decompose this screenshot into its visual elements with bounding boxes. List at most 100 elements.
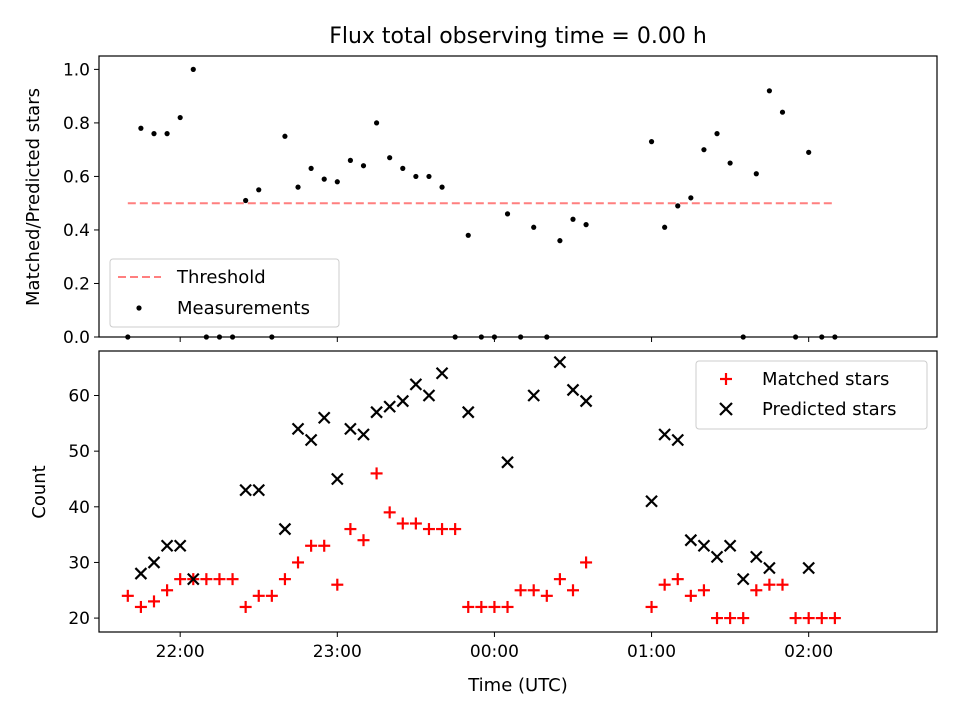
measurement-point — [806, 149, 812, 155]
matched-star-point — [553, 573, 566, 586]
measurement-point — [413, 173, 419, 180]
legend-measurements-label: Measurements — [177, 298, 310, 319]
predicted-star-point — [501, 456, 514, 469]
bottom-x-tick-label: 02:00 — [784, 642, 833, 662]
matched-star-point — [802, 612, 815, 625]
measurement-point — [727, 160, 733, 166]
matched-star-point — [147, 595, 160, 608]
bottom-x-ticks: 22:00 23:00 00:00 01:00 02:00 — [156, 632, 833, 662]
bottom-axes-frame — [98, 350, 938, 633]
matched-star-point — [305, 539, 318, 552]
predicted-star-point — [579, 394, 593, 408]
bottom-y-axis-label: Count — [29, 465, 50, 518]
measurement-point — [243, 197, 249, 204]
bottom-y-tick-label: 20 — [68, 609, 90, 629]
predicted-star-point — [383, 400, 396, 413]
top-x-ticks — [179, 337, 810, 342]
measurement-point — [570, 216, 576, 222]
measurement-point — [504, 211, 511, 217]
matched-star-point — [226, 573, 239, 586]
predicted-star-point — [252, 483, 266, 497]
measurement-point — [151, 131, 157, 137]
measurement-point — [190, 66, 196, 72]
matched-star-point — [370, 467, 383, 480]
bottom-y-tick-label: 40 — [68, 498, 90, 518]
predicted-star-point — [671, 433, 685, 447]
predicted-star-point — [331, 472, 344, 486]
bottom-y-tick-label: 30 — [68, 553, 90, 573]
matched-star-point — [475, 600, 488, 613]
top-y-axis-label: Matched/Predicted stars — [23, 88, 44, 306]
matched-star-point — [514, 584, 527, 597]
measurement-point — [766, 88, 773, 94]
matched-star-point — [292, 556, 305, 569]
predicted-star-point — [370, 405, 383, 419]
figure-title: Flux total observing time = 0.00 h — [329, 24, 707, 49]
measurement-point — [138, 125, 144, 131]
bottom-x-tick-label: 22:00 — [156, 642, 205, 662]
matched-star-point — [540, 589, 553, 602]
measurement-point — [308, 165, 314, 171]
bottom-x-tick-label: 23:00 — [313, 642, 362, 662]
measurement-point — [334, 179, 340, 185]
matched-star-point — [239, 600, 252, 613]
predicted-star-point — [527, 389, 540, 402]
measurement-point — [662, 224, 668, 230]
matched-star-point — [645, 600, 658, 613]
top-y-ticks: 0.0 0.2 0.4 0.6 0.8 1.0 — [63, 60, 99, 348]
matched-star-point — [422, 523, 435, 536]
predicted-star-point — [239, 483, 252, 497]
measurement-point — [321, 176, 327, 182]
measurement-point — [675, 203, 681, 209]
predicted-star-point — [645, 494, 658, 508]
predicted-star-point — [684, 533, 698, 547]
bottom-x-tick-label: 00:00 — [470, 642, 519, 662]
matched-star-point — [527, 584, 540, 597]
bottom-x-tick-label: 01:00 — [627, 642, 676, 662]
predicted-star-point — [186, 572, 200, 586]
predicted-star-point — [723, 539, 737, 553]
predicted-star-point — [278, 522, 292, 536]
matched-star-point — [449, 523, 462, 536]
predicted-star-point — [710, 550, 724, 564]
matched-star-point — [200, 573, 213, 586]
top-y-tick-label: 1.0 — [63, 60, 90, 80]
matched-star-point — [580, 556, 593, 569]
matched-star-point — [121, 589, 134, 602]
measurement-point — [177, 114, 183, 121]
matched-star-point — [815, 612, 828, 625]
predicted-star-point — [344, 422, 357, 436]
matched-star-point — [763, 578, 776, 591]
legend-predicted-label: Predicted stars — [762, 399, 896, 420]
top-legend: Threshold Measurements — [109, 258, 340, 328]
matched-star-point — [684, 589, 697, 602]
matched-star-point — [409, 517, 422, 530]
predicted-star-point — [697, 539, 711, 553]
measurement-point — [373, 120, 380, 126]
measurement-point — [648, 139, 655, 145]
predicted-star-point — [160, 539, 174, 553]
top-y-tick-label: 0.0 — [63, 328, 90, 348]
top-y-tick-label: 0.2 — [63, 274, 90, 294]
bottom-y-ticks: 20 30 40 50 60 — [68, 387, 99, 629]
measurement-point — [583, 222, 589, 228]
measurement-point — [779, 109, 786, 115]
predicted-star-point — [658, 428, 671, 441]
matched-star-point — [566, 584, 579, 597]
matched-star-point — [697, 584, 710, 597]
matched-star-point — [488, 600, 501, 613]
matched-star-point — [318, 539, 331, 552]
matched-star-point — [213, 573, 226, 586]
matched-star-point — [828, 612, 841, 625]
predicted-star-point — [173, 539, 187, 553]
legend-threshold-label: Threshold — [176, 267, 266, 288]
matched-star-point — [331, 578, 344, 591]
predicted-star-point — [357, 428, 370, 441]
legend-measurements-swatch — [136, 305, 142, 311]
measurement-point — [557, 238, 563, 244]
measurement-point — [387, 155, 393, 161]
measurement-point — [701, 147, 707, 153]
measurement-point — [439, 184, 445, 190]
predicted-star-point — [304, 433, 318, 447]
